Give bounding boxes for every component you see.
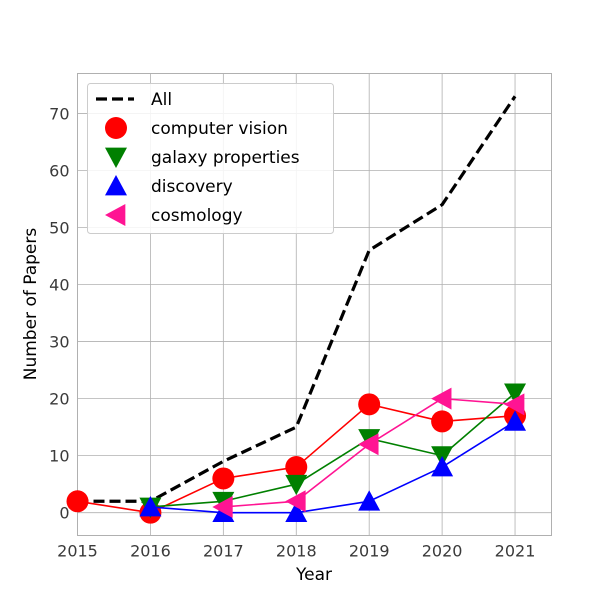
y-tick-20: 20 [49, 390, 69, 409]
y-tick-60: 60 [49, 161, 69, 180]
x-tick-2016: 2016 [130, 542, 171, 561]
point-cosmology-2018 [285, 490, 306, 513]
x-tick-2021: 2021 [495, 542, 536, 561]
legend-box [87, 83, 334, 234]
y-tick-10: 10 [49, 447, 69, 466]
point-computer-vision-2019 [358, 393, 381, 416]
x-tick-2018: 2018 [276, 542, 317, 561]
x-tick-2015: 2015 [57, 542, 98, 561]
point-computer-vision-2015 [66, 490, 89, 513]
point-cosmology-2019 [358, 433, 379, 456]
legend-marker-galaxy-properties [105, 147, 127, 168]
x-tick-2019: 2019 [349, 542, 390, 561]
series-line-discovery [150, 420, 516, 514]
y-tick-40: 40 [49, 276, 69, 295]
legend-label-discovery: discovery [151, 177, 233, 197]
point-discovery-2016 [139, 495, 162, 517]
point-computer-vision-2018 [285, 456, 308, 479]
point-discovery-2021 [504, 410, 527, 431]
point-galaxy-properties-2021 [504, 383, 527, 404]
x-tick-2020: 2020 [422, 542, 463, 561]
x-axis-label: Year [295, 565, 332, 585]
point-discovery-2019 [358, 490, 381, 511]
legend-marker-discovery [105, 175, 127, 196]
y-tick-70: 70 [49, 104, 69, 123]
y-tick-labels: 0 10 20 30 40 50 60 70 [49, 104, 69, 522]
legend: All computer vision galaxy properties disco… [87, 83, 334, 234]
point-cosmology-2021 [504, 393, 525, 416]
series-layer [66, 95, 527, 524]
y-tick-0: 0 [59, 504, 69, 523]
legend-label-all: All [151, 90, 172, 110]
point-cosmology-2017 [212, 495, 233, 518]
point-computer-vision-2017 [212, 467, 235, 490]
legend-label-cosmology: cosmology [151, 206, 243, 226]
y-tick-50: 50 [49, 219, 69, 238]
legend-label-galaxy-properties: galaxy properties [151, 148, 300, 168]
legend-marker-cosmology [105, 204, 126, 226]
y-axis-label: Number of Papers [21, 228, 41, 381]
x-tick-labels: 2015 2016 2017 2018 2019 2020 2021 [57, 542, 535, 561]
point-galaxy-properties-2018 [285, 474, 308, 496]
x-tick-2017: 2017 [203, 542, 244, 561]
y-tick-30: 30 [49, 333, 69, 352]
series-line-galaxy-properties [150, 392, 516, 508]
point-cosmology-2020 [431, 387, 452, 410]
legend-marker-computer-vision [105, 117, 127, 139]
point-computer-vision-2020 [431, 410, 454, 433]
legend-label-computer-vision: computer vision [151, 119, 288, 139]
point-discovery-2018 [285, 501, 308, 523]
point-discovery-2020 [431, 456, 454, 477]
